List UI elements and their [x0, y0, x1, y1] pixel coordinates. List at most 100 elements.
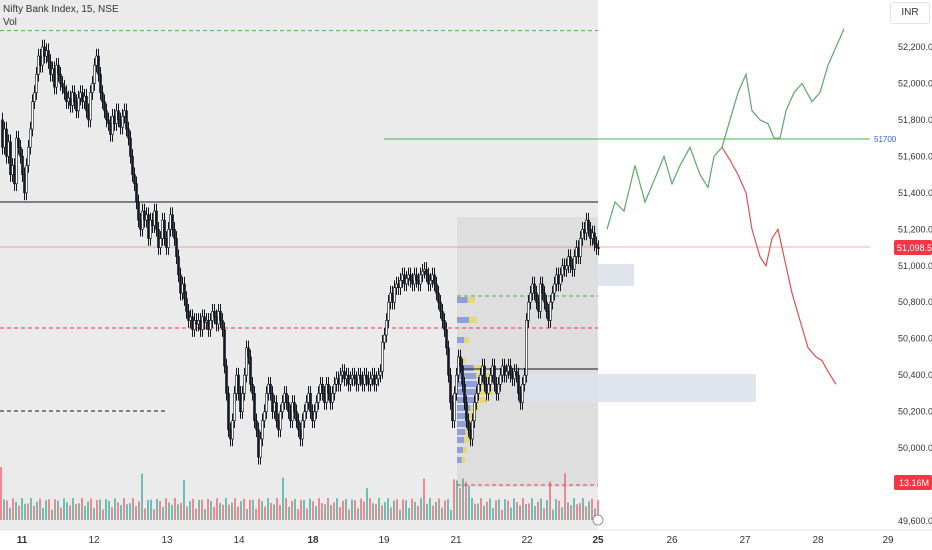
candle-down	[321, 383, 324, 394]
candle-down	[293, 402, 296, 412]
volume-bar	[72, 498, 74, 520]
candle-up	[3, 128, 6, 148]
y-tick-label: 50,600.00	[898, 334, 932, 344]
candle-down	[47, 50, 50, 62]
volume-bar	[426, 503, 428, 520]
volume-bar	[0, 467, 2, 520]
candle-down	[535, 292, 538, 303]
candle-up	[475, 393, 478, 403]
candle-down	[253, 393, 256, 422]
profile-bar-yellow	[475, 397, 487, 403]
candle-up	[11, 165, 14, 175]
volume-bar	[36, 501, 38, 520]
volume-bar	[414, 501, 416, 520]
candle-down	[353, 374, 356, 380]
candle-up	[71, 92, 74, 106]
profile-bar-blue	[457, 381, 478, 387]
candle-up	[379, 371, 382, 376]
profile-bar-blue	[457, 457, 462, 463]
volume-bar	[84, 506, 86, 520]
candle-down	[117, 110, 120, 121]
volume-bar	[573, 498, 575, 520]
x-tick-label: 11	[17, 535, 28, 546]
volume-bar	[180, 502, 182, 520]
profile-bar-blue	[457, 429, 466, 435]
volume-bar	[444, 500, 446, 520]
demand-zone	[520, 374, 756, 402]
volume-bar	[423, 478, 425, 520]
candle-up	[489, 374, 492, 385]
volume-bar	[510, 507, 512, 520]
candle-up	[33, 92, 36, 102]
volume-bar	[219, 502, 221, 520]
candle-down	[103, 101, 106, 112]
x-tick-label: 19	[378, 535, 390, 546]
time-axis-bg	[0, 530, 932, 550]
volume-bar	[294, 498, 296, 520]
volume-bar	[372, 503, 374, 520]
candle-up	[339, 374, 342, 385]
candle-up	[111, 115, 114, 135]
volume-bar	[78, 503, 80, 520]
volume-bar	[477, 503, 479, 520]
candle-up	[29, 128, 32, 148]
volume-bar	[567, 502, 569, 520]
candle-up	[523, 374, 526, 385]
forecast-bullish-path	[606, 28, 845, 230]
volume-bar	[363, 501, 365, 520]
candle-up	[357, 374, 360, 385]
x-tick-label: 28	[812, 535, 824, 546]
profile-bar-blue	[457, 317, 469, 323]
volume-bar	[228, 504, 230, 520]
volume-bar	[375, 504, 377, 520]
symbol-title: Nifty Bank Index, 15, NSE	[3, 4, 119, 15]
volume-bar	[87, 501, 89, 520]
candle-up	[561, 265, 564, 276]
volume-bar	[570, 505, 572, 520]
candle-up	[399, 280, 402, 288]
candle-up	[159, 238, 162, 248]
volume-bar	[534, 505, 536, 520]
candle-down	[463, 383, 466, 403]
candle-down	[219, 311, 222, 321]
volume-bar	[54, 499, 56, 520]
volume-bar	[213, 506, 215, 520]
candle-up	[479, 374, 482, 385]
currency-selector[interactable]: INR	[890, 2, 930, 24]
volume-bar	[195, 508, 197, 520]
candle-down	[433, 274, 436, 285]
volume-bar	[360, 498, 362, 520]
candle-down	[127, 128, 130, 139]
candle-down	[17, 137, 20, 148]
volume-bar	[48, 499, 50, 520]
y-tick-label: 52,000.00	[898, 78, 932, 88]
candle-up	[499, 374, 502, 385]
volume-bar	[552, 509, 554, 520]
candle-down	[467, 420, 470, 431]
volume-bar	[117, 502, 119, 520]
volume-bar	[168, 502, 170, 520]
candle-down	[483, 365, 486, 385]
candle-up	[55, 64, 58, 88]
candle-up	[15, 137, 18, 185]
volume-bar	[471, 498, 473, 520]
candle-down	[509, 365, 512, 376]
volume-bar	[234, 498, 236, 520]
candle-up	[387, 301, 390, 321]
volume-bar	[282, 477, 284, 520]
x-tick-label: 13	[161, 535, 173, 546]
volume-bar	[393, 500, 395, 520]
volume-bar	[21, 498, 23, 520]
volume-bar	[558, 500, 560, 520]
candle-up	[245, 347, 248, 376]
candle-up	[31, 101, 34, 130]
volume-bar	[543, 508, 545, 520]
candle-down	[221, 320, 224, 330]
candle-down	[247, 347, 250, 358]
volume-bar	[96, 500, 98, 520]
candle-down	[171, 214, 174, 230]
candle-down	[493, 365, 496, 385]
volume-bar	[453, 479, 455, 520]
candle-up	[385, 320, 388, 336]
